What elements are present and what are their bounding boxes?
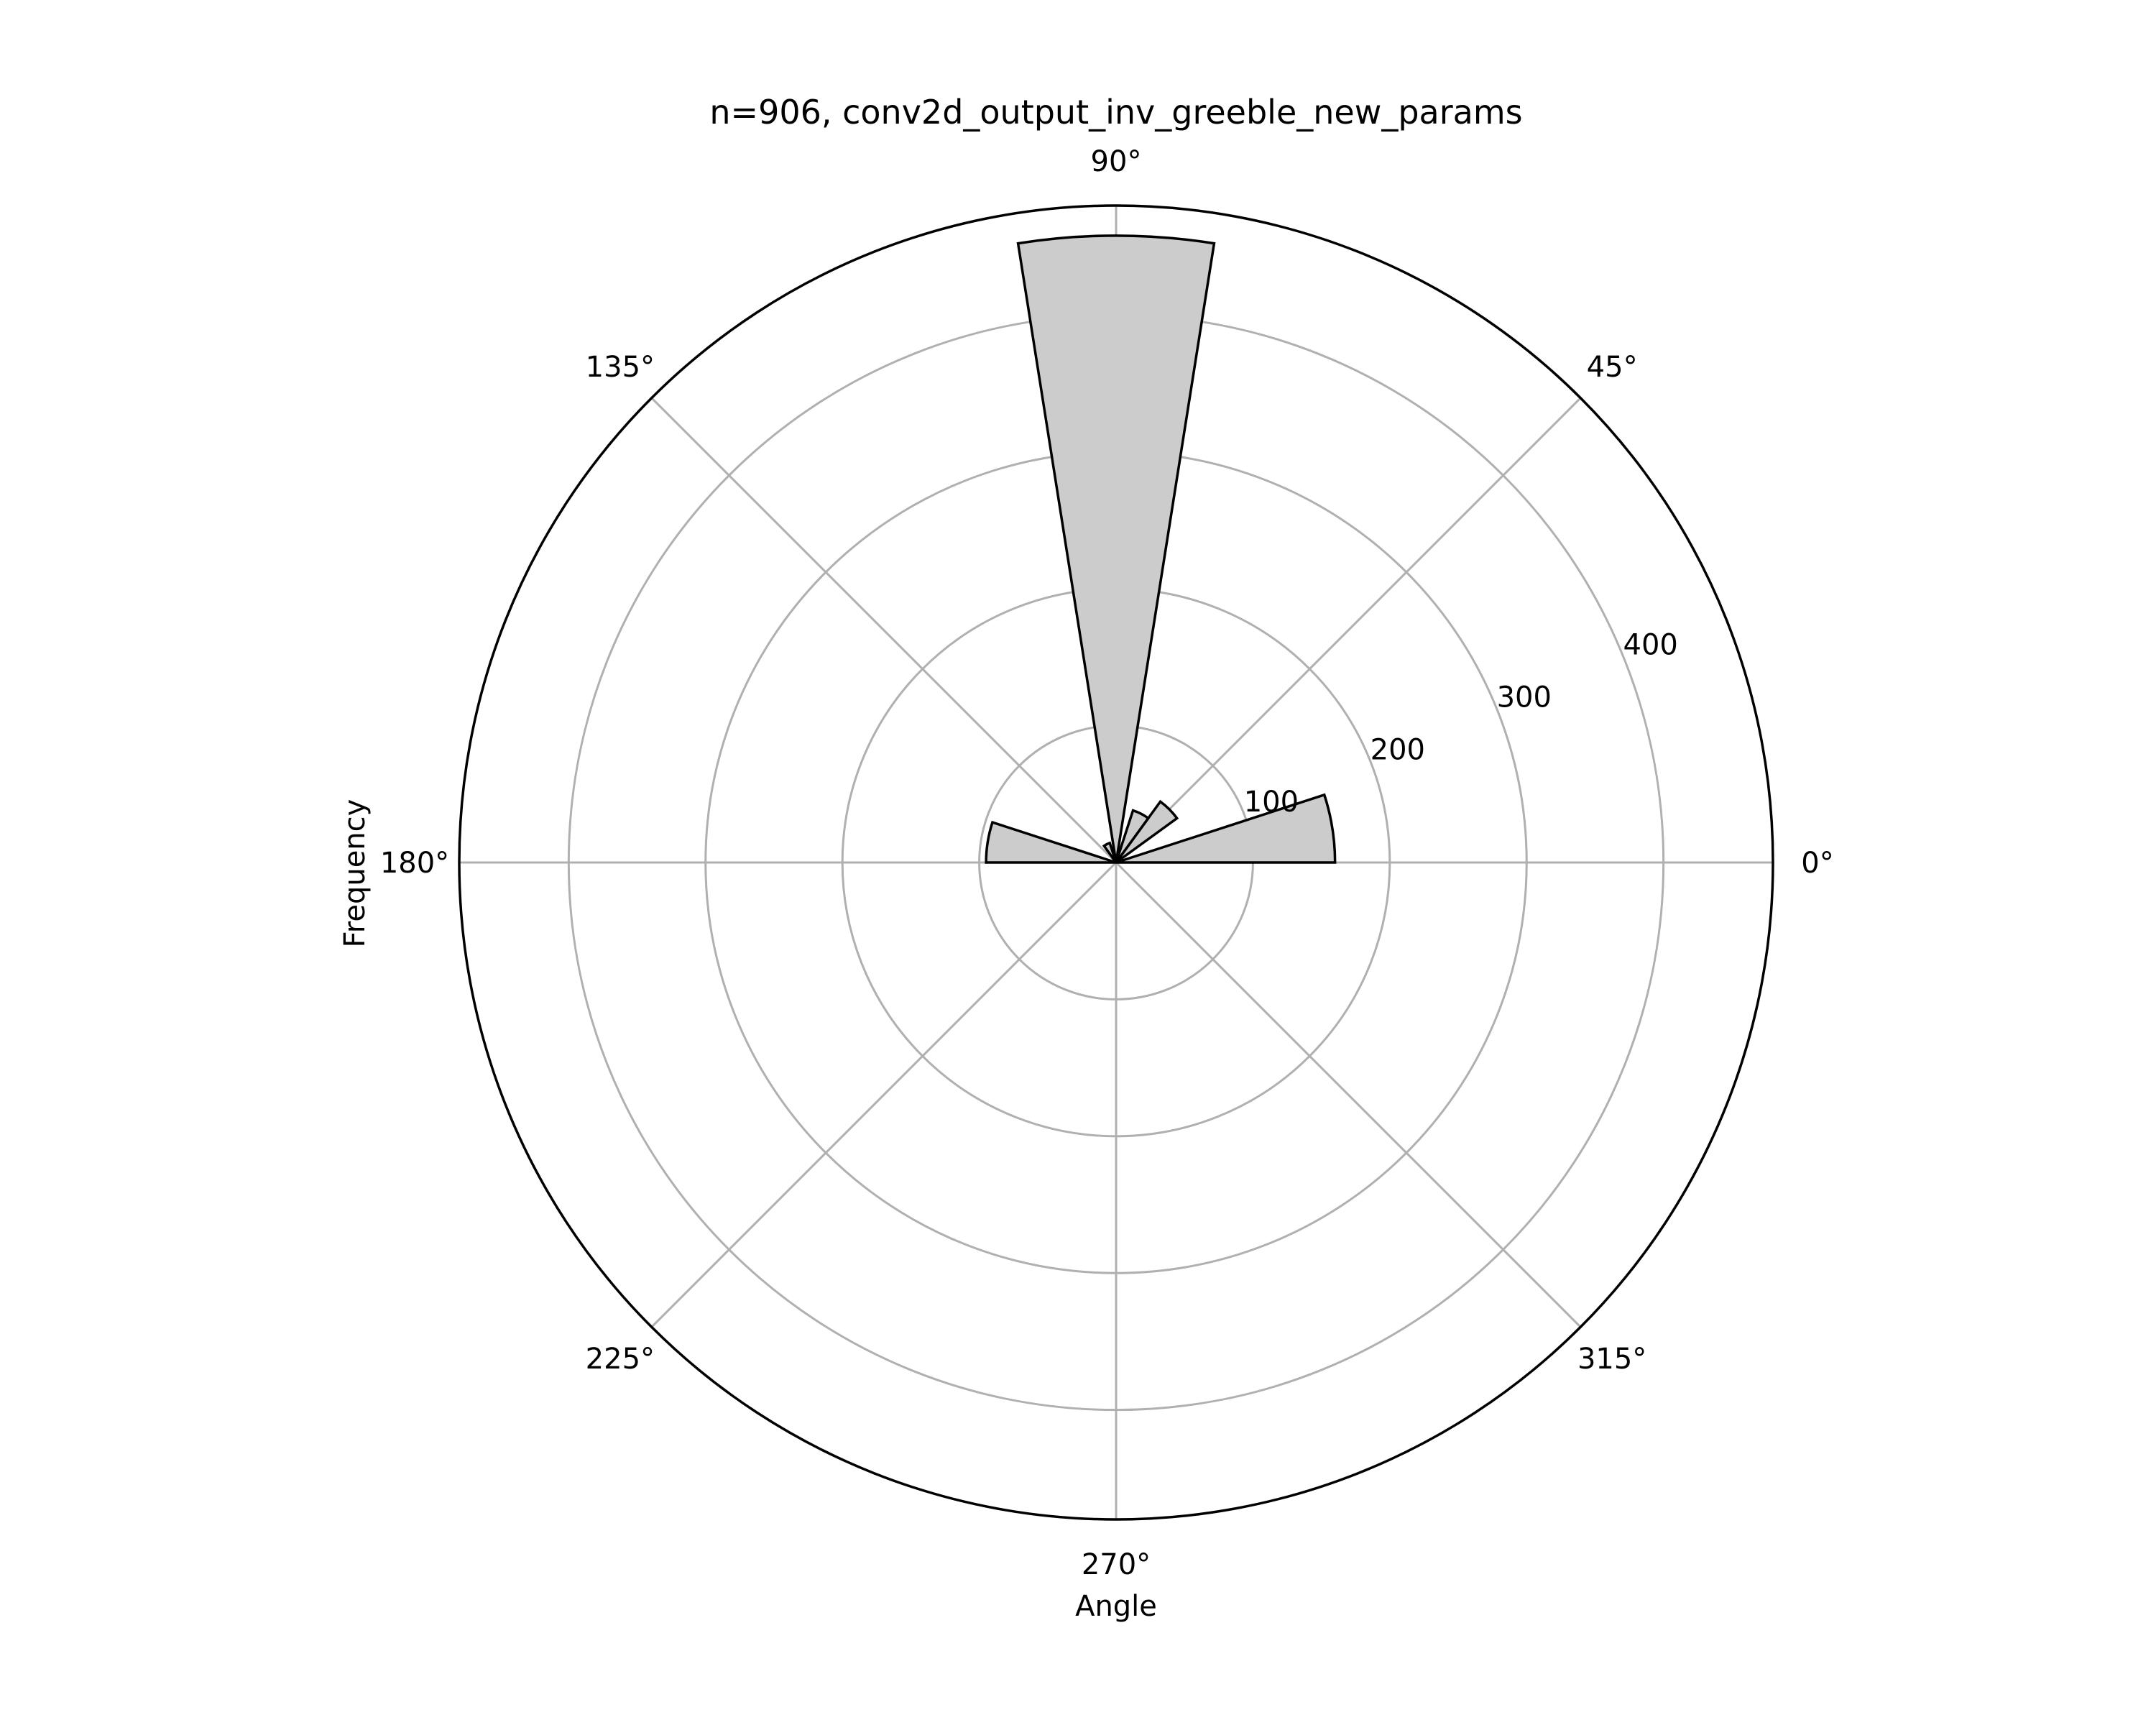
bar-3: [1016, 234, 1216, 863]
angle-tick-label: 45°: [1587, 351, 1638, 384]
radial-tick-label: 100: [1244, 786, 1299, 819]
angle-tick-labels: 0° 45° 90° 135° 180° 225° 270° 315°: [380, 145, 1834, 1581]
radial-tick-label: 300: [1497, 681, 1552, 714]
angle-tick-label: 225°: [586, 1343, 655, 1376]
angle-tick-label: 135°: [586, 351, 655, 384]
grid-spoke-135: [650, 397, 1118, 864]
radial-tick-labels: 100 200 300 400: [1244, 629, 1678, 819]
bar-2: [1115, 809, 1151, 864]
grid-spoke-45: [1115, 397, 1582, 864]
x-axis-label: Angle: [1075, 1590, 1157, 1623]
radial-tick-label: 400: [1623, 629, 1678, 662]
y-axis-label: Frequency: [338, 799, 372, 948]
bar-1: [1115, 799, 1179, 864]
angle-tick-label: 0°: [1801, 847, 1833, 880]
grid-spoke-225: [650, 861, 1118, 1328]
grid-spoke-315: [1115, 861, 1582, 1328]
bar-4: [1102, 841, 1118, 864]
polar-frame: [458, 204, 1774, 1521]
bar-5: [985, 820, 1117, 864]
bars-layer: [985, 234, 1337, 864]
angle-tick-label: 270°: [1082, 1548, 1151, 1581]
angle-tick-label: 180°: [380, 847, 449, 880]
chart-title: n=906, conv2d_output_inv_greeble_new_par…: [709, 93, 1522, 132]
angle-tick-label: 315°: [1577, 1343, 1646, 1376]
bar-0: [1115, 793, 1337, 864]
angle-tick-label: 90°: [1091, 145, 1142, 178]
radial-tick-label: 200: [1370, 733, 1425, 766]
